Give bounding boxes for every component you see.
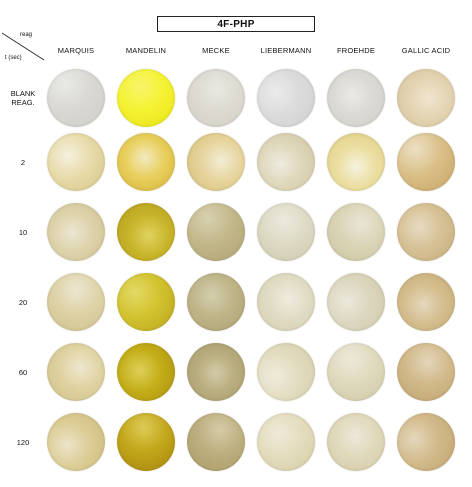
test-well [117,69,175,127]
axis-corner-header: reag t (sec) [0,30,54,70]
reagent-axis-label: reag [20,32,33,38]
time-axis-label: t (sec) [5,55,22,61]
diagonal-divider [1,32,45,61]
test-well [47,203,105,261]
test-well [47,133,105,191]
test-well [47,273,105,331]
column-header-liebermann: LIEBERMANN [260,46,312,55]
test-well [47,343,105,401]
test-well [187,133,245,191]
test-well [397,203,455,261]
test-well [187,203,245,261]
test-well [187,343,245,401]
test-well [397,133,455,191]
column-header-froehde: FROEHDE [336,46,376,55]
test-well [187,273,245,331]
row-label-line: BLANK [10,89,36,98]
test-well [257,413,315,471]
test-well [327,203,385,261]
test-well [257,133,315,191]
column-header-mecke: MECKE [202,46,230,55]
row-label-line: 2 [20,157,26,167]
test-well [47,413,105,471]
row-label: 60 [0,368,46,377]
test-well [327,273,385,331]
column-header-gallic-acid: GALLIC ACID [401,46,451,55]
row-label: BLANK REAG. [0,89,46,107]
compound-title: 4F-PHP [157,16,315,32]
test-well [187,413,245,471]
row-label-line: 120 [16,437,30,447]
column-header-marquis: MARQUIS [57,46,95,55]
row-label-line: 20 [18,297,28,307]
test-well [327,413,385,471]
test-well [257,69,315,127]
test-well [257,203,315,261]
test-well [327,69,385,127]
test-well [117,413,175,471]
test-well [117,203,175,261]
test-well [117,133,175,191]
test-well [397,69,455,127]
row-label-line: REAG. [11,98,35,107]
test-well [257,343,315,401]
test-well [47,69,105,127]
test-well [397,343,455,401]
row-label: 10 [0,228,46,237]
row-label-line: 10 [18,227,28,237]
row-label: 120 [0,438,46,447]
test-well [327,343,385,401]
row-label: 2 [0,158,46,167]
test-well [117,343,175,401]
row-label-line: 60 [18,367,28,377]
test-well [327,133,385,191]
test-well [397,413,455,471]
row-label: 20 [0,298,46,307]
test-well [257,273,315,331]
test-well [397,273,455,331]
test-well [187,69,245,127]
test-well [117,273,175,331]
column-header-mandelin: MANDELIN [125,46,167,55]
